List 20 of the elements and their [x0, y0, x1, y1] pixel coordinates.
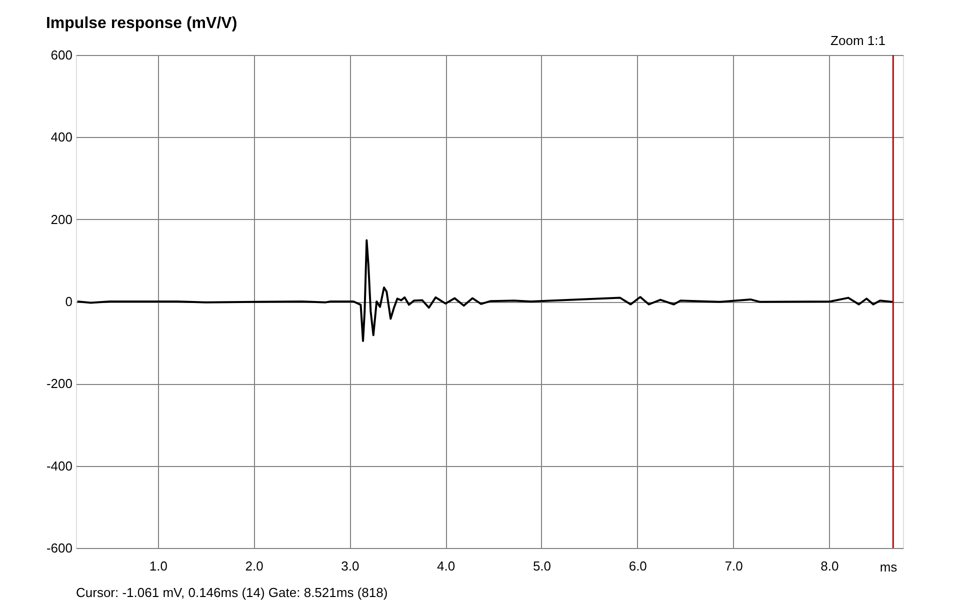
x-tick-label: 2.0 — [245, 558, 264, 574]
y-tick-label: -400 — [46, 458, 72, 474]
text: Cursor: -1.061 mV, 0.146ms (14) Gate: 8.521ms (818) — [76, 585, 388, 600]
x-tick-label: 5.0 — [532, 558, 552, 574]
chart-title: Impulse response (mV/V) — [46, 15, 238, 32]
y-tick-label: 0 — [65, 294, 72, 309]
y-tick-label: 600 — [50, 48, 72, 62]
line-series — [76, 239, 894, 342]
text: Zoom 1:1 — [830, 33, 886, 48]
x-tick-label: 8.0 — [820, 558, 839, 574]
x-axis-title: ms — [880, 560, 898, 574]
y-tick-label: -200 — [46, 376, 72, 392]
y-tick-label: -600 — [46, 540, 72, 556]
x-tick-label: 1.0 — [149, 558, 168, 574]
x-tick-label: 7.0 — [724, 558, 743, 574]
y-tick-label: 200 — [50, 212, 72, 227]
y-tick-label: 400 — [50, 130, 72, 145]
x-tick-label: 4.0 — [437, 558, 456, 574]
x-tick-label: 3.0 — [341, 558, 360, 574]
x-tick-label: 6.0 — [628, 558, 647, 574]
